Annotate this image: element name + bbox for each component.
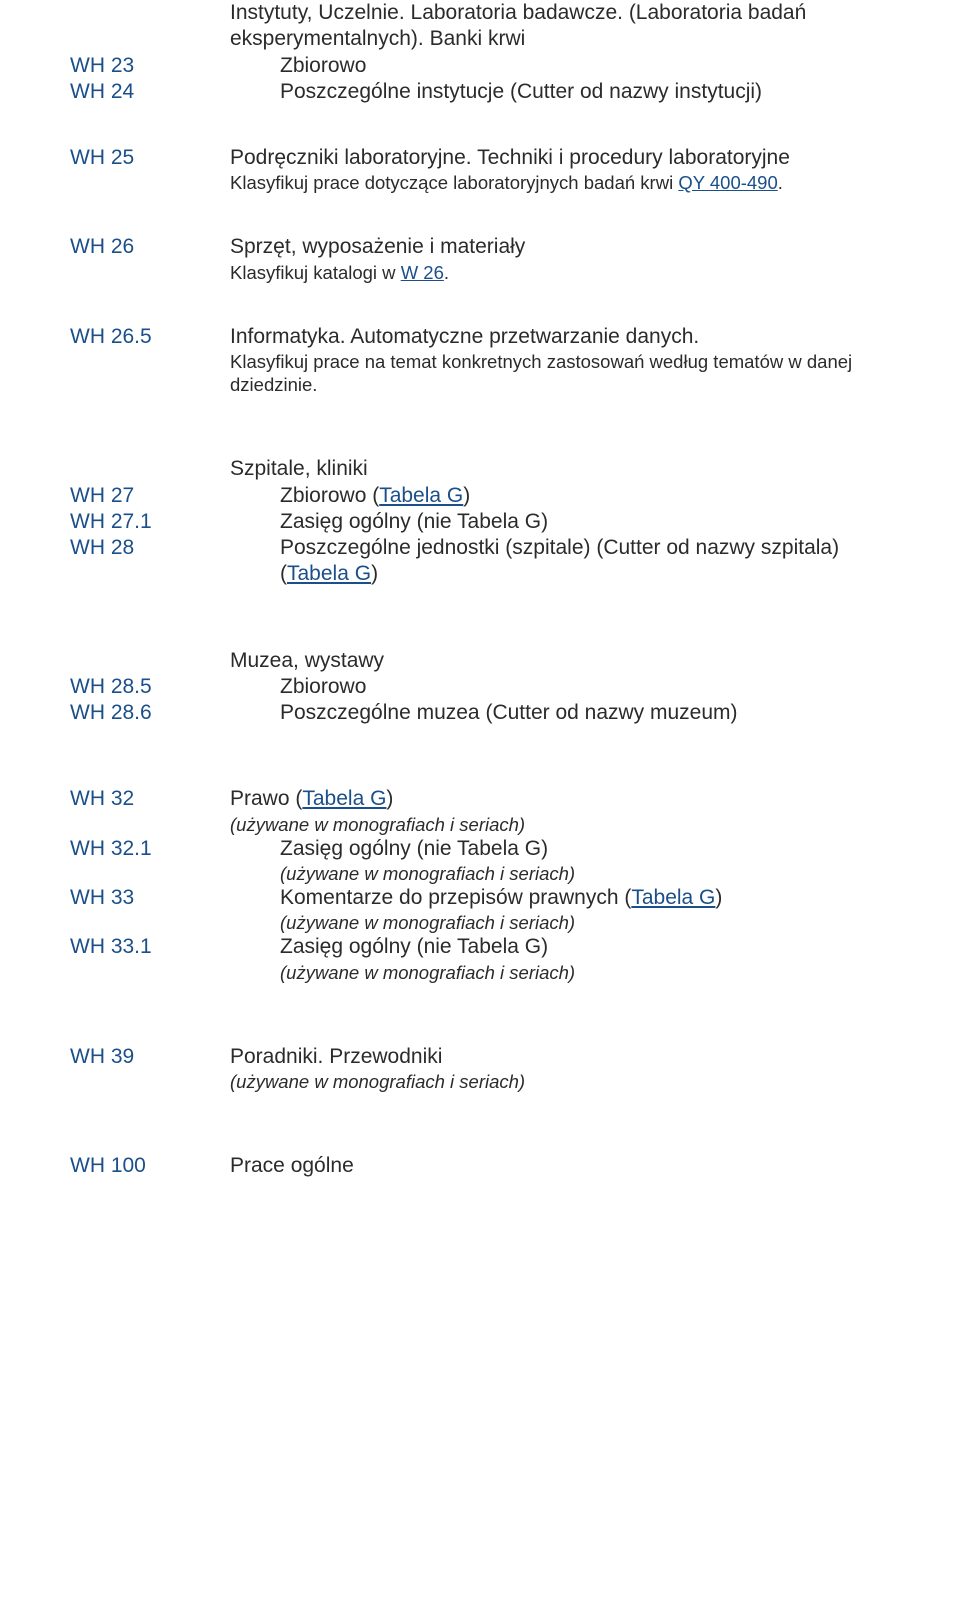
link-wh33-tabela[interactable]: Tabela G [631, 886, 715, 909]
intro-line2: eksperymentalnych). Banki krwi [230, 26, 890, 52]
note-wh26-b: . [444, 262, 449, 283]
text-wh28-b: ) [371, 562, 378, 585]
text-wh286: Poszczególne muzea (Cutter od nazwy muze… [230, 700, 890, 726]
text-wh23: Zbiorowo [230, 53, 890, 79]
text-wh331: Zasięg ogólny (nie Tabela G) [280, 935, 548, 958]
code-wh25: WH 25 [70, 145, 230, 171]
text-wh27-a: Zbiorowo ( [280, 484, 379, 507]
text-wh321: Zasięg ogólny (nie Tabela G) [280, 837, 548, 860]
link-wh27-tabela[interactable]: Tabela G [379, 484, 463, 507]
header-hospitals: Szpitale, kliniki [230, 456, 890, 482]
text-wh265: Informatyka. Automatyczne przetwarzanie … [230, 325, 699, 348]
text-wh285: Zbiorowo [230, 674, 890, 700]
text-wh27-b: ) [463, 484, 470, 507]
code-wh331: WH 33.1 [70, 934, 230, 960]
header-museums: Muzea, wystawy [230, 648, 890, 674]
note-wh32: (używane w monografiach i seriach) [230, 813, 890, 836]
code-wh39: WH 39 [70, 1044, 230, 1070]
text-wh33-b: ) [715, 886, 722, 909]
note-wh265: Klasyfikuj prace na temat konkretnych za… [230, 350, 890, 396]
note-wh39: (używane w monografiach i seriach) [230, 1070, 890, 1093]
note-wh25-b: . [778, 172, 783, 193]
code-wh28: WH 28 [70, 535, 230, 561]
link-w26[interactable]: W 26 [401, 262, 444, 283]
code-wh265: WH 26.5 [70, 324, 230, 350]
code-wh321: WH 32.1 [70, 836, 230, 862]
note-wh25-a: Klasyfikuj prace dotyczące laboratoryjny… [230, 172, 678, 193]
code-wh24: WH 24 [70, 79, 230, 105]
code-wh271: WH 27.1 [70, 509, 230, 535]
code-wh27: WH 27 [70, 483, 230, 509]
code-wh26: WH 26 [70, 234, 230, 260]
intro-line1: Instytuty, Uczelnie. Laboratoria badawcz… [230, 0, 890, 26]
note-wh321: (używane w monografiach i seriach) [280, 862, 890, 885]
text-wh32-b: ) [386, 787, 393, 810]
text-wh100: Prace ogólne [230, 1153, 890, 1179]
code-wh286: WH 28.6 [70, 700, 230, 726]
text-wh26: Sprzęt, wyposażenie i materiały [230, 235, 525, 258]
note-wh26-a: Klasyfikuj katalogi w [230, 262, 401, 283]
text-wh271: Zasięg ogólny (nie Tabela G) [230, 509, 890, 535]
code-wh23: WH 23 [70, 53, 230, 79]
note-wh331: (używane w monografiach i seriach) [280, 961, 890, 984]
text-wh32-a: Prawo ( [230, 787, 302, 810]
text-wh33-a: Komentarze do przepisów prawnych ( [280, 886, 631, 909]
text-wh24: Poszczególne instytucje (Cutter od nazwy… [230, 79, 890, 105]
text-wh25: Podręczniki laboratoryjne. Techniki i pr… [230, 146, 790, 169]
link-wh32-tabela[interactable]: Tabela G [302, 787, 386, 810]
link-qy400[interactable]: QY 400-490 [678, 172, 777, 193]
link-wh28-tabela[interactable]: Tabela G [287, 562, 371, 585]
text-wh39: Poradniki. Przewodniki [230, 1045, 442, 1068]
code-wh285: WH 28.5 [70, 674, 230, 700]
note-wh33: (używane w monografiach i seriach) [280, 911, 890, 934]
code-wh32: WH 32 [70, 786, 230, 812]
code-wh33: WH 33 [70, 885, 230, 911]
code-wh100: WH 100 [70, 1153, 230, 1179]
